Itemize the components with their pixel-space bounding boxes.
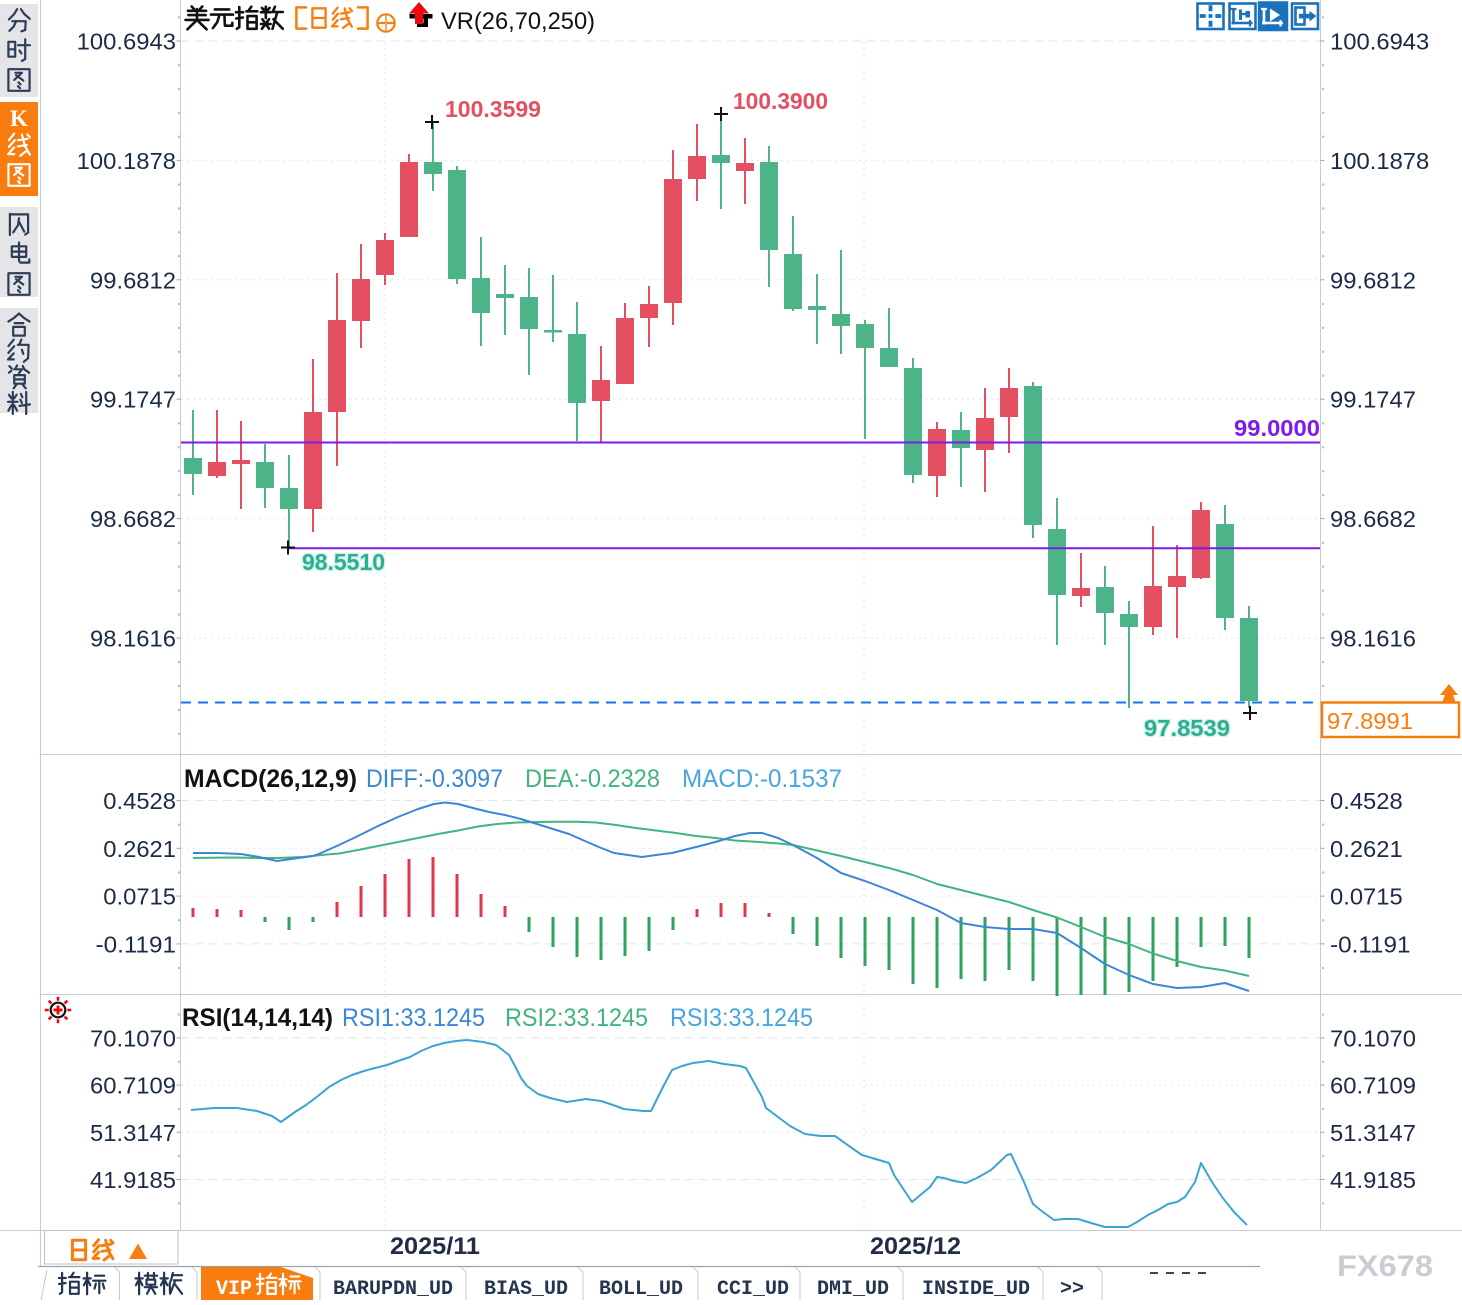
svg-text:BIAS_UD: BIAS_UD [484, 1278, 568, 1300]
svg-text:RSI1:33.1245: RSI1:33.1245 [342, 1004, 485, 1032]
svg-text:0.0715: 0.0715 [103, 884, 176, 910]
svg-text:-0.1191: -0.1191 [96, 931, 177, 957]
svg-text:>>: >> [1060, 1278, 1084, 1300]
svg-text:100.3599: 100.3599 [445, 96, 541, 122]
svg-text:0.4528: 0.4528 [1330, 788, 1403, 814]
svg-text:DEA:-0.2328: DEA:-0.2328 [525, 765, 660, 793]
svg-text:98.6682: 98.6682 [90, 506, 176, 532]
svg-text:2025/12: 2025/12 [870, 1233, 961, 1260]
svg-text:RSI3:33.1245: RSI3:33.1245 [670, 1004, 813, 1032]
svg-text:VR(26,70,250): VR(26,70,250) [441, 8, 595, 35]
svg-text:99.6812: 99.6812 [1330, 267, 1416, 293]
svg-text:70.1070: 70.1070 [90, 1025, 176, 1051]
svg-text:K: K [10, 106, 28, 131]
svg-text:0.2621: 0.2621 [1330, 836, 1403, 862]
svg-text:70.1070: 70.1070 [1330, 1025, 1416, 1051]
svg-text:2025/11: 2025/11 [390, 1233, 480, 1260]
svg-text:RSI2:33.1245: RSI2:33.1245 [505, 1004, 648, 1032]
svg-text:97.8539: 97.8539 [1144, 715, 1230, 741]
svg-text:98.1616: 98.1616 [1330, 626, 1416, 652]
svg-text:VIP: VIP [216, 1278, 252, 1300]
svg-text:98.1616: 98.1616 [90, 626, 176, 652]
svg-text:FX678: FX678 [1337, 1250, 1433, 1283]
svg-text:0.4528: 0.4528 [103, 788, 176, 814]
svg-text:100.3900: 100.3900 [733, 88, 828, 114]
svg-text:CCI_UD: CCI_UD [717, 1278, 789, 1300]
svg-text:BOLL_UD: BOLL_UD [599, 1278, 683, 1300]
svg-text:99.1747: 99.1747 [90, 387, 176, 413]
svg-text:99.6812: 99.6812 [90, 267, 176, 293]
svg-text:99.1747: 99.1747 [1330, 387, 1416, 413]
svg-text:100.6943: 100.6943 [1330, 29, 1429, 55]
svg-text:51.3147: 51.3147 [1330, 1120, 1416, 1146]
svg-text:DMI_UD: DMI_UD [817, 1278, 889, 1300]
svg-text:60.7109: 60.7109 [90, 1073, 176, 1099]
svg-text:100.1878: 100.1878 [77, 148, 176, 174]
svg-text:97.8991: 97.8991 [1327, 708, 1413, 734]
svg-text:MACD(26,12,9): MACD(26,12,9) [184, 765, 357, 793]
svg-text:0.0715: 0.0715 [1330, 884, 1403, 910]
svg-text:MACD:-0.1537: MACD:-0.1537 [682, 765, 842, 793]
svg-text:41.9185: 41.9185 [90, 1167, 176, 1193]
svg-text:RSI(14,14,14): RSI(14,14,14) [182, 1004, 333, 1032]
svg-text:BARUPDN_UD: BARUPDN_UD [333, 1278, 453, 1300]
svg-text:41.9185: 41.9185 [1330, 1167, 1416, 1193]
svg-text:99.0000: 99.0000 [1234, 415, 1320, 441]
svg-text:DIFF:-0.3097: DIFF:-0.3097 [366, 765, 503, 793]
svg-text:98.6682: 98.6682 [1330, 506, 1416, 532]
svg-text:98.5510: 98.5510 [302, 549, 385, 575]
svg-text:0.2621: 0.2621 [103, 836, 176, 862]
svg-text:60.7109: 60.7109 [1330, 1073, 1416, 1099]
svg-text:INSIDE_UD: INSIDE_UD [922, 1278, 1030, 1300]
svg-text:-0.1191: -0.1191 [1330, 931, 1411, 957]
svg-text:100.1878: 100.1878 [1330, 148, 1429, 174]
svg-text:51.3147: 51.3147 [90, 1120, 176, 1146]
svg-text:100.6943: 100.6943 [77, 29, 176, 55]
